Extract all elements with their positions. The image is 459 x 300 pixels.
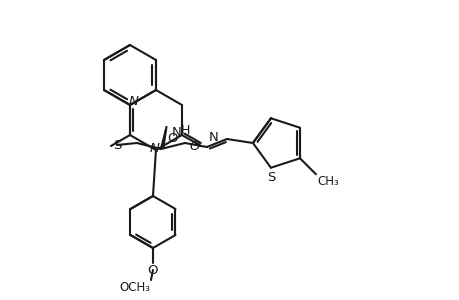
Text: N: N xyxy=(208,131,218,144)
Text: S: S xyxy=(113,139,121,152)
Text: OCH₃: OCH₃ xyxy=(119,281,150,294)
Text: N: N xyxy=(172,126,182,139)
Text: O: O xyxy=(190,140,200,152)
Text: O: O xyxy=(147,264,158,277)
Text: N: N xyxy=(150,142,160,154)
Text: O: O xyxy=(167,132,177,145)
Text: N: N xyxy=(129,94,139,107)
Text: CH₃: CH₃ xyxy=(316,175,338,188)
Text: H: H xyxy=(180,124,189,137)
Text: S: S xyxy=(266,171,274,184)
